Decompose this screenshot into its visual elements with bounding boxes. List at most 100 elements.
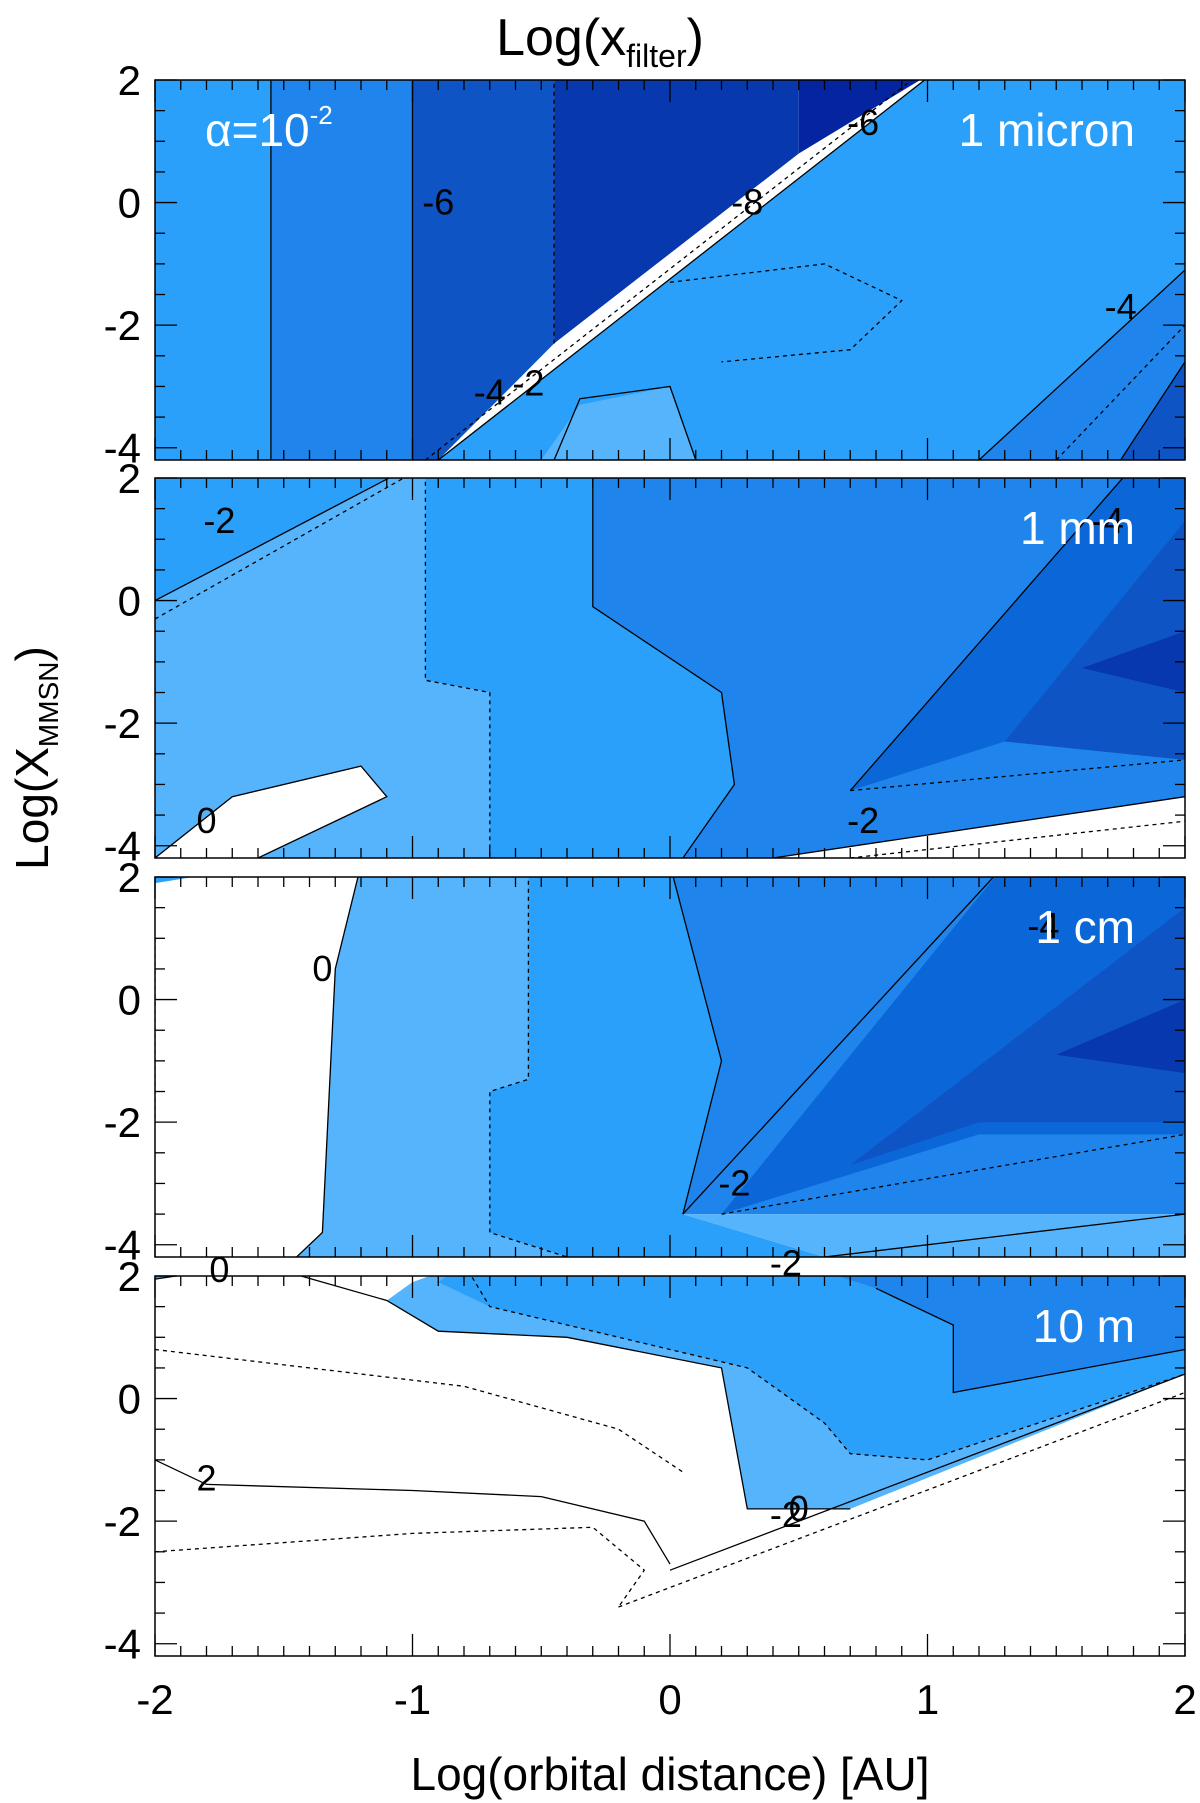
contour-region [155, 80, 271, 460]
contour-value-label: -8 [731, 182, 763, 223]
contour-line-solid [155, 478, 391, 602]
contour-line-solid [824, 1213, 1185, 1257]
contour-line-solid [296, 877, 359, 1257]
contour-line-dashed [721, 1133, 1185, 1215]
x-tick-label: 0 [658, 1676, 681, 1723]
y-tick-label: 2 [118, 57, 141, 104]
contour-region [541, 386, 696, 460]
figure-title: Log(xfilter) [496, 9, 704, 74]
contour-value-label: -2 [770, 1494, 802, 1535]
contour-region [489, 877, 825, 1257]
contour-line-dashed [155, 478, 406, 620]
y-tick-label: -4 [104, 1222, 141, 1269]
y-axis-title: Log(XMMSN) [6, 646, 64, 870]
contour-line-solid [875, 1287, 1185, 1394]
contour-region [850, 907, 1185, 1166]
y-tick-label: 2 [118, 1253, 141, 1300]
contour-value-label: 0 [789, 1488, 809, 1529]
contour-value-label: -4 [1092, 500, 1124, 541]
contour-value-label: -2 [718, 1162, 750, 1203]
contour-line-solid [669, 1373, 1185, 1571]
contour-line-solid [592, 478, 736, 858]
y-axis-title-main: Log(X [6, 747, 58, 870]
y-tick-label: -2 [104, 700, 141, 747]
contour-value-label: 0 [312, 948, 332, 989]
y-tick-label: 2 [118, 854, 141, 901]
y-tick-label: 0 [118, 1376, 141, 1423]
contour-region [412, 80, 555, 460]
contour-line-solid [437, 80, 926, 460]
contour-value-label: -2 [512, 362, 544, 403]
contour-line-solid [682, 877, 995, 1215]
contour-line-solid [772, 796, 1185, 858]
contour-value-label: -2 [203, 500, 235, 541]
contour-region [155, 478, 490, 858]
alpha-annotation: α=10-2 [205, 100, 333, 156]
x-axis-title: Log(orbital distance) [AU] [410, 1748, 929, 1800]
contour-fill-group [155, 1276, 1185, 1656]
x-tick-label: 1 [916, 1676, 939, 1723]
contour-line-dashed [1055, 324, 1185, 460]
y-tick-label: 0 [118, 180, 141, 227]
contour-region [155, 877, 194, 884]
y-tick-label: 0 [118, 977, 141, 1024]
contour-value-label: -2 [847, 800, 879, 841]
contour-value-label: -6 [847, 102, 879, 143]
contour-value-label: 2 [196, 1457, 216, 1498]
contour-region [1056, 999, 1185, 1074]
y-tick-label: 0 [118, 578, 141, 625]
y-tick-label: -4 [104, 823, 141, 870]
contour-region [554, 80, 799, 344]
contour-value-label: 0 [196, 800, 216, 841]
panel-label: 1 mm [1020, 502, 1135, 554]
contour-line-dashed [470, 1276, 1185, 1461]
contour-line-dashed [155, 1348, 684, 1473]
contour-line-dashed [424, 478, 491, 858]
contour-line-solid [155, 1459, 671, 1565]
contour-value-label: -6 [422, 182, 454, 223]
figure-title-close: ) [687, 9, 704, 67]
contour-region [1082, 631, 1185, 693]
contour-value-label: -4 [474, 372, 506, 413]
contour-line-dashed [850, 759, 1185, 792]
contour-line-dashed [669, 263, 903, 363]
contour-region [155, 877, 361, 1257]
contour-value-label: -4 [1105, 286, 1137, 327]
figure-title-main: Log(x [496, 9, 626, 67]
contour-line-solid [155, 765, 388, 858]
contour-value-label: -4 [1027, 905, 1059, 946]
contour-line-dashed [850, 820, 1185, 858]
contour-fill-group [155, 80, 1185, 460]
contour-region [425, 478, 735, 858]
contour-region [270, 80, 413, 460]
contour-region [296, 877, 567, 1257]
contour-line-dashed [618, 1391, 1185, 1608]
y-tick-label: -2 [104, 1099, 141, 1146]
contour-line-solid [672, 877, 723, 1215]
contour-line-solid [1120, 361, 1185, 460]
panel-label: 1 micron [959, 104, 1135, 156]
contour-value-label: -2 [770, 1243, 802, 1284]
contour-line-solid [553, 385, 697, 460]
contour-line-dashed [424, 80, 913, 460]
x-tick-label: -2 [136, 1676, 173, 1723]
contour-line-solid [978, 269, 1185, 460]
contour-region [721, 877, 1185, 1215]
y-tick-label: -2 [104, 1498, 141, 1545]
contour-line-solid [849, 478, 1124, 792]
contour-fill-group [155, 478, 1185, 858]
y-tick-label: -2 [104, 302, 141, 349]
contour-region [592, 478, 1185, 858]
y-tick-label: -4 [104, 1621, 141, 1668]
contour-fill-group [155, 877, 1185, 1257]
contour-region [837, 1276, 1185, 1393]
contour-region [798, 80, 921, 154]
y-tick-label: 2 [118, 455, 141, 502]
panel-1-cm: 2 0 -2 -4 -4 0 -2 1 cm [104, 854, 1186, 1269]
contour-region [1004, 520, 1185, 760]
y-axis-title-subscript: MMSN [33, 662, 64, 748]
panel-1-mm: 2 0 -2 -4 -2 -4 0 -2 1 mm [104, 455, 1186, 870]
